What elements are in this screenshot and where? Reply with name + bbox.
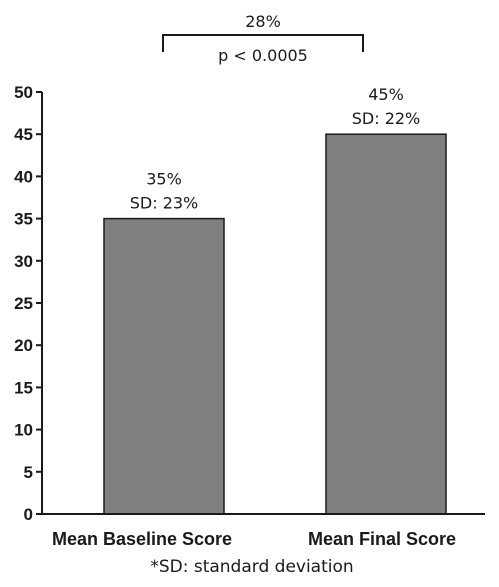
bars bbox=[103, 133, 447, 515]
bar bbox=[325, 133, 447, 515]
y-tick-label: 15 bbox=[14, 378, 33, 397]
y-tick-label: 10 bbox=[14, 421, 33, 440]
y-tick-label: 40 bbox=[14, 167, 33, 186]
bar-value-label: 35% bbox=[146, 170, 182, 189]
difference-label: 28% bbox=[245, 12, 281, 31]
bar-data-labels: 35% SD: 23% 45% SD: 22% bbox=[130, 85, 421, 212]
y-tick-label: 45 bbox=[14, 125, 33, 144]
bar bbox=[103, 217, 225, 515]
y-tick-label: 0 bbox=[24, 505, 33, 524]
y-tick-label: 5 bbox=[24, 463, 33, 482]
y-axis-ticks: 0 5 10 15 20 25 30 35 40 45 50 bbox=[14, 83, 42, 524]
x-axis-category-labels: Mean Baseline Score Mean Final Score bbox=[52, 529, 456, 549]
bar-sd-label: SD: 22% bbox=[352, 109, 421, 128]
bar-value-label: 45% bbox=[368, 85, 404, 104]
y-tick-label: 20 bbox=[14, 336, 33, 355]
y-tick-label: 35 bbox=[14, 210, 33, 229]
comparison-bracket: 28% p < 0.0005 bbox=[162, 12, 364, 65]
footnote: *SD: standard deviation bbox=[150, 557, 353, 577]
y-tick-label: 30 bbox=[14, 252, 33, 271]
bar-sd-label: SD: 23% bbox=[130, 194, 199, 213]
p-value-label: p < 0.0005 bbox=[218, 46, 308, 65]
bracket-line bbox=[162, 34, 364, 52]
y-tick-label: 25 bbox=[14, 294, 33, 313]
category-label: Mean Final Score bbox=[308, 529, 456, 549]
category-label: Mean Baseline Score bbox=[52, 529, 232, 549]
y-tick-label: 50 bbox=[14, 83, 33, 102]
